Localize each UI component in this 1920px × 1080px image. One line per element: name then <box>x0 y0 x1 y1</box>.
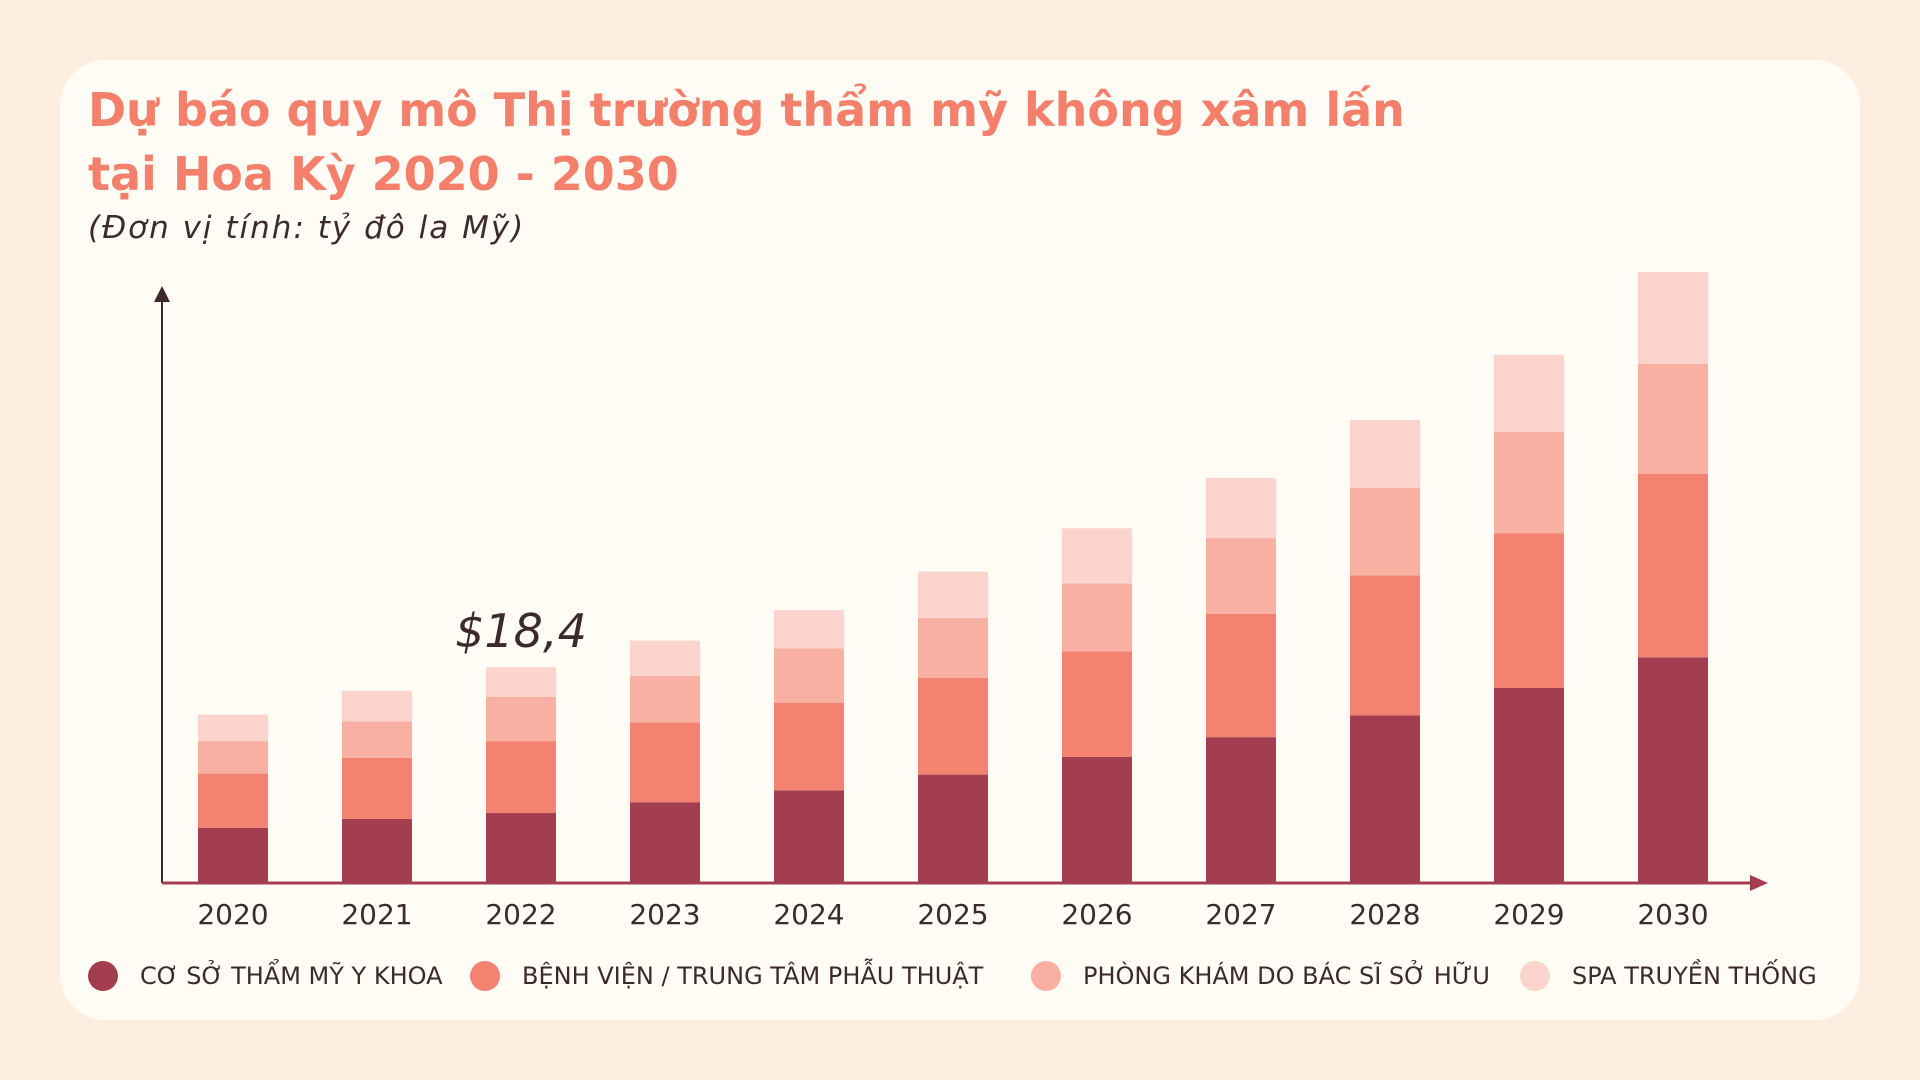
legend-swatch-3 <box>1031 961 1061 991</box>
bar-2022-series-3 <box>486 696 556 742</box>
bar-2022-series-4 <box>486 667 556 697</box>
bar-2020-series-2 <box>198 773 268 828</box>
bar-2027-series-1 <box>1206 737 1276 883</box>
bar-2021-series-2 <box>342 757 412 819</box>
x-tick-label-2028: 2028 <box>1349 898 1420 931</box>
annotation-2022: $18,4 <box>455 604 587 658</box>
bar-2023-series-3 <box>630 676 700 723</box>
annotations: $18,4 <box>455 604 587 658</box>
x-axis-arrow <box>1750 875 1768 891</box>
legend-swatch-4 <box>1520 961 1550 991</box>
x-tick-label-2024: 2024 <box>773 898 844 931</box>
bar-2027-series-4 <box>1206 477 1276 539</box>
bar-2024-series-4 <box>774 610 844 649</box>
legend-label-4: SPA TRUYỀN THỐNG <box>1572 962 1817 990</box>
bar-2024-series-2 <box>774 702 844 791</box>
bar-2028-series-4 <box>1350 419 1420 488</box>
x-tick-label-2026: 2026 <box>1061 898 1132 931</box>
x-tick-label-2023: 2023 <box>629 898 700 931</box>
bar-2029-series-3 <box>1494 431 1564 534</box>
x-tick-label-2030: 2030 <box>1637 898 1708 931</box>
bar-2024-series-3 <box>774 648 844 703</box>
bar-2027-series-2 <box>1206 613 1276 738</box>
bar-2025-series-3 <box>918 617 988 679</box>
legend-item-2: BỆNH VIỆN / TRUNG TÂM PHẪU THUẬT <box>470 956 983 996</box>
x-tick-label-2025: 2025 <box>917 898 988 931</box>
bar-2025-series-4 <box>918 571 988 618</box>
legend-label-1: CƠ SỞ THẨM MỸ Y KHOA <box>140 962 443 990</box>
bar-2022-series-2 <box>486 741 556 814</box>
bar-2026-series-1 <box>1062 756 1132 883</box>
bar-2023-series-1 <box>630 802 700 883</box>
x-tick-label-2020: 2020 <box>197 898 268 931</box>
legend: CƠ SỞ THẨM MỸ Y KHOA BỆNH VIỆN / TRUNG TÂ… <box>88 956 1848 996</box>
chart-subtitle: (Đơn vị tính: tỷ đô la Mỹ) <box>88 210 526 246</box>
legend-item-4: SPA TRUYỀN THỐNG <box>1520 956 1817 996</box>
bar-2026-series-3 <box>1062 583 1132 652</box>
bar-2020-series-1 <box>198 827 268 883</box>
legend-label-2: BỆNH VIỆN / TRUNG TÂM PHẪU THUẬT <box>522 962 984 990</box>
bar-2023-series-4 <box>630 640 700 677</box>
bar-2026-series-2 <box>1062 651 1132 757</box>
bar-2021-series-3 <box>342 721 412 758</box>
x-tick-label-2029: 2029 <box>1493 898 1564 931</box>
bars-group <box>198 272 1708 883</box>
bar-2028-series-2 <box>1350 575 1420 716</box>
bar-2024-series-1 <box>774 790 844 883</box>
legend-label-3: PHÒNG KHÁM DO BÁC SĨ SỞ HỮU <box>1083 962 1490 990</box>
bar-2025-series-1 <box>918 774 988 883</box>
bar-2020-series-3 <box>198 741 268 774</box>
legend-item-3: PHÒNG KHÁM DO BÁC SĨ SỞ HỮU <box>1031 956 1490 996</box>
bar-2030-series-1 <box>1638 657 1708 883</box>
bar-2030-series-2 <box>1638 474 1708 658</box>
bar-2020-series-4 <box>198 714 268 742</box>
bar-2028-series-1 <box>1350 715 1420 883</box>
x-tick-label-2022: 2022 <box>485 898 556 931</box>
legend-swatch-1 <box>88 961 118 991</box>
bar-2028-series-3 <box>1350 487 1420 576</box>
bar-2026-series-4 <box>1062 528 1132 584</box>
x-tick-label-2027: 2027 <box>1205 898 1276 931</box>
bar-2030-series-3 <box>1638 363 1708 475</box>
legend-item-1: CƠ SỞ THẨM MỸ Y KHOA <box>88 956 443 996</box>
y-axis-arrow <box>154 286 170 302</box>
x-tick-labels: 2020 2021 2022 2023 2024 2025 2026 2027 2028 2029… <box>197 898 1708 931</box>
x-tick-label-2021: 2021 <box>341 898 412 931</box>
bar-2021-series-4 <box>342 690 412 722</box>
bar-2029-series-1 <box>1494 687 1564 883</box>
bar-2021-series-1 <box>342 818 412 883</box>
bar-2025-series-2 <box>918 678 988 775</box>
bar-2029-series-4 <box>1494 354 1564 432</box>
bar-2030-series-4 <box>1638 272 1708 364</box>
bar-2027-series-3 <box>1206 538 1276 614</box>
bar-2023-series-2 <box>630 722 700 803</box>
bar-2022-series-1 <box>486 813 556 883</box>
bar-2029-series-2 <box>1494 533 1564 688</box>
chart-title: Dự báo quy mô Thị trường thẩm mỹ không x… <box>88 83 1405 201</box>
legend-swatch-2 <box>470 961 500 991</box>
